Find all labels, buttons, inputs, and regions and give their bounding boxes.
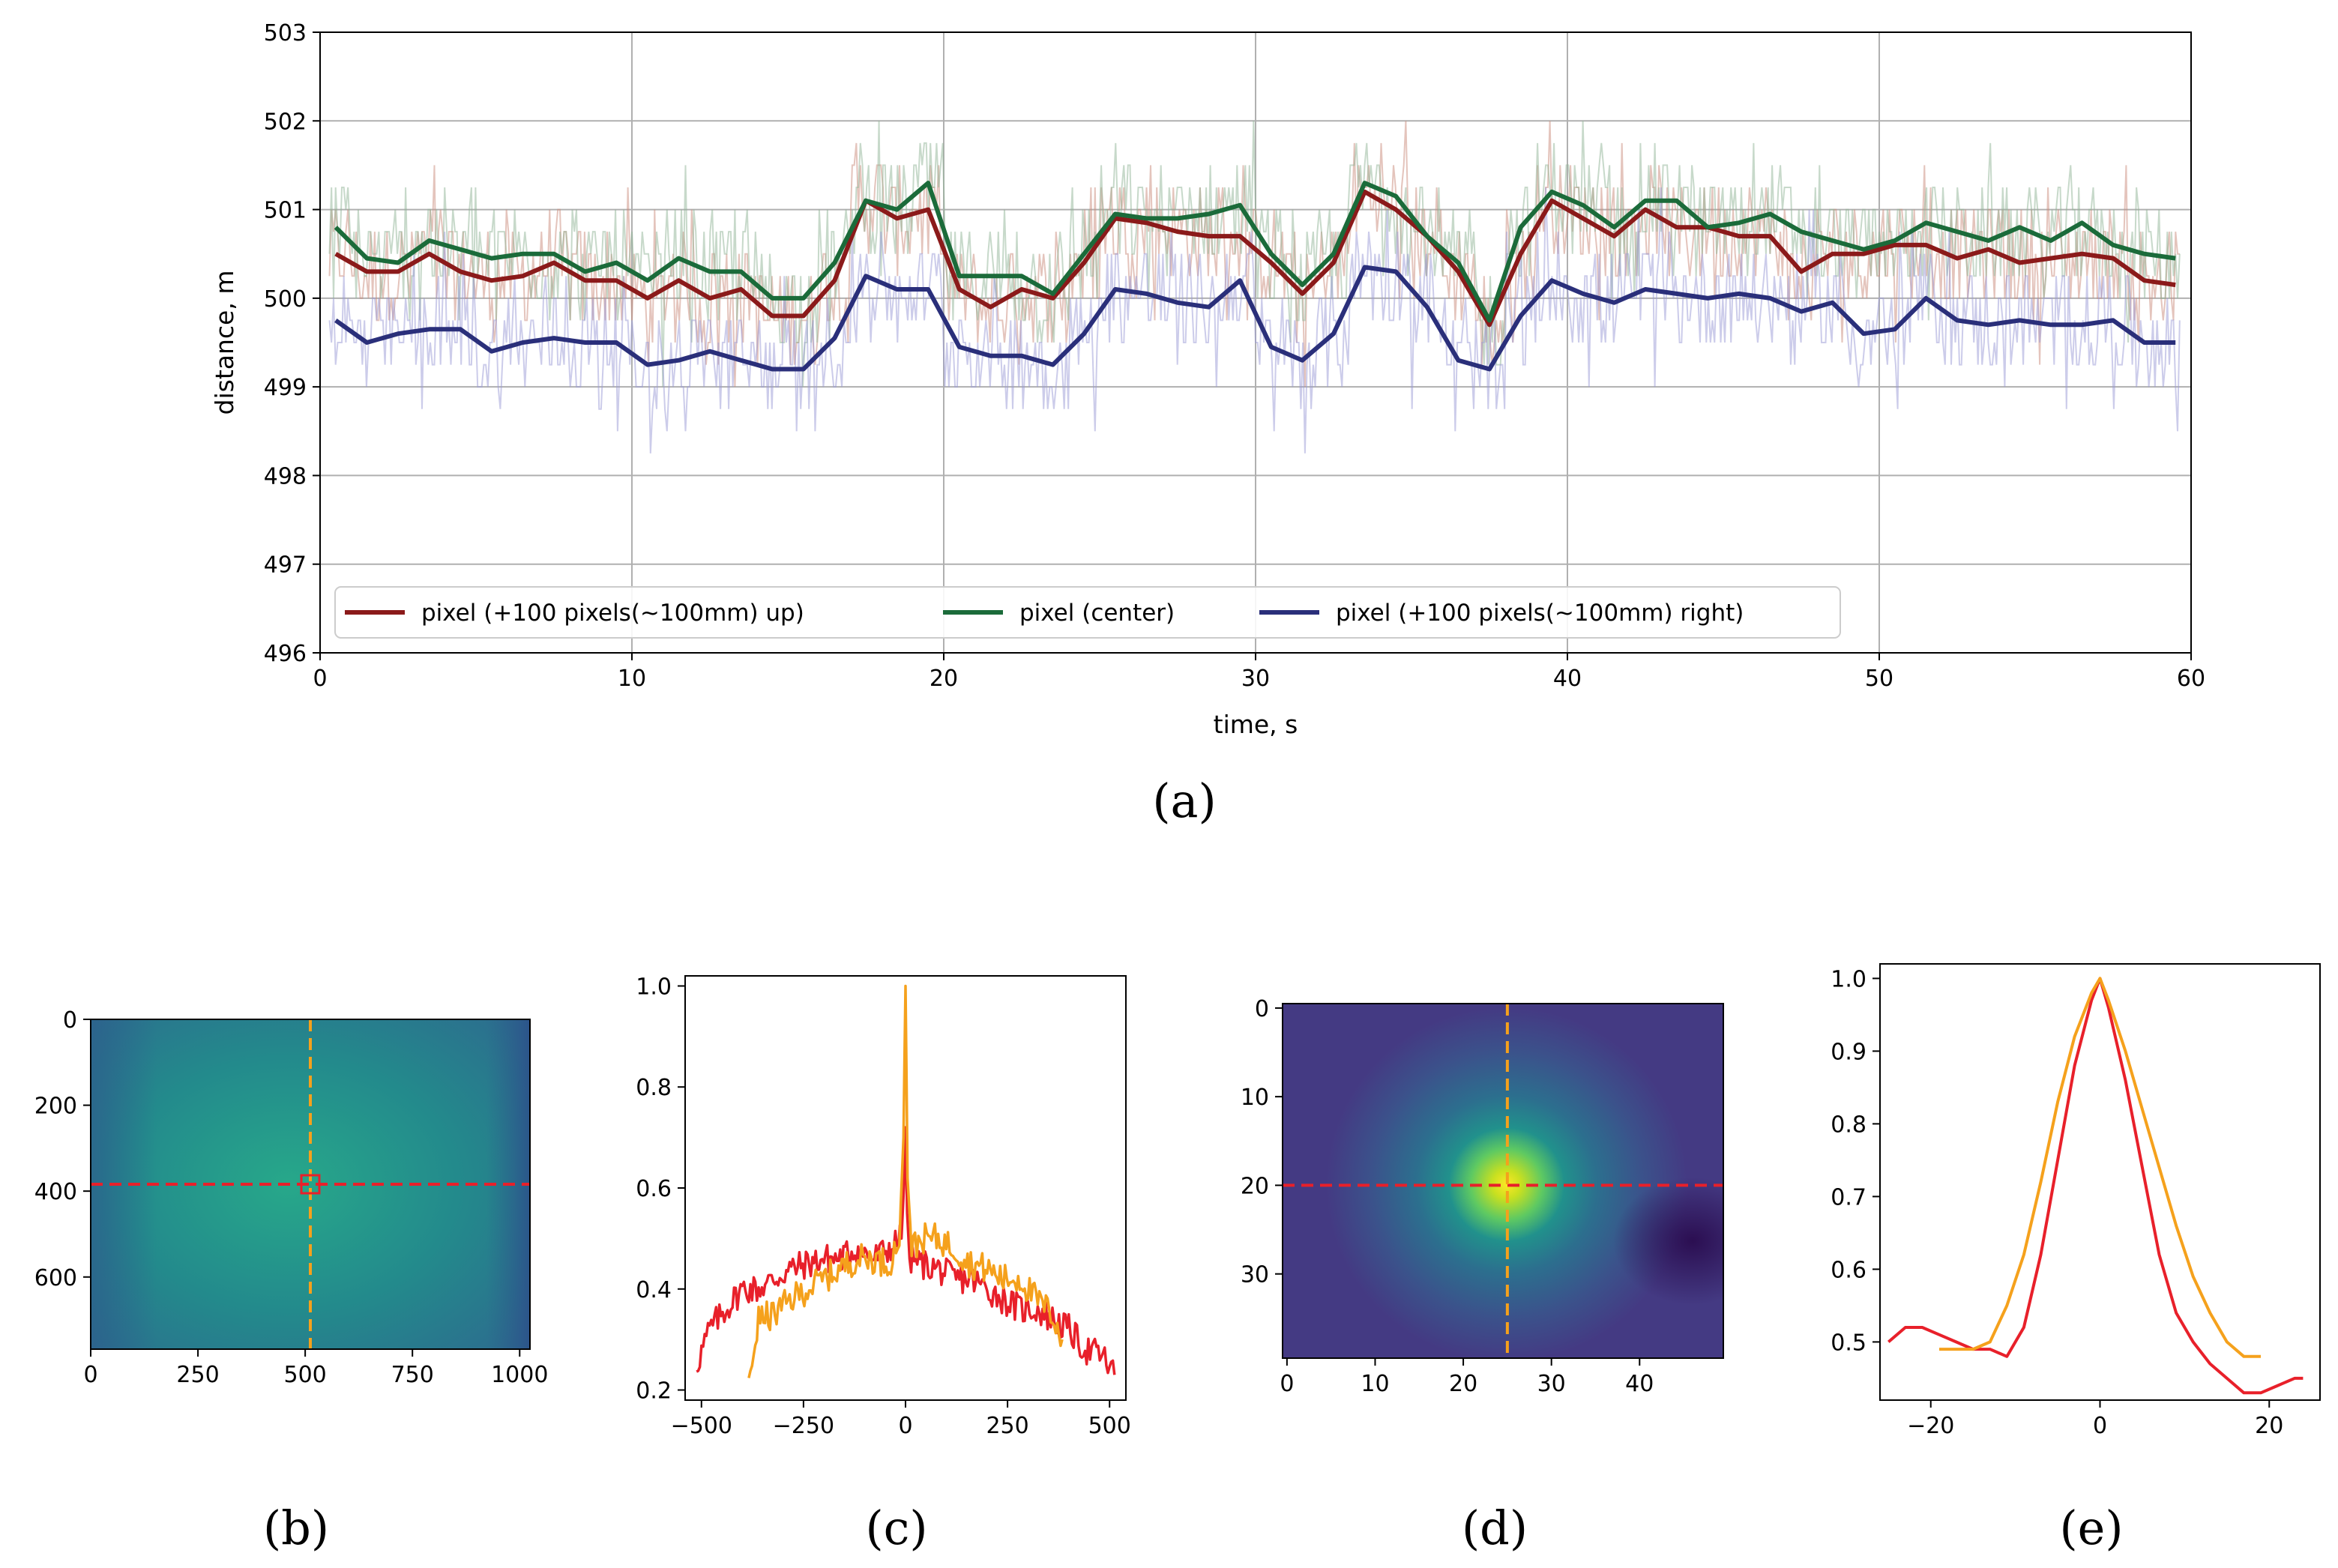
chart-e-ytick-label-4: 0.9 [1831, 1039, 1867, 1065]
chart-a-ytick-label-6: 502 [264, 109, 307, 135]
chart-c-xtick-label-1: −250 [773, 1413, 834, 1439]
chart-b-frame [90, 1019, 531, 1350]
chart-b-crosshair [91, 1019, 530, 1349]
chart-d-frame [1282, 1003, 1724, 1359]
chart-a-ytick-label-5: 501 [264, 198, 307, 224]
chart-a-legend: pixel (+100 pixels(~100mm) up) pixel (ce… [334, 586, 1841, 639]
chart-e-series [1887, 977, 2304, 1395]
chart-a-ticks: 0 10 20 30 40 50 60 496 497 498 499 500 501 502 503 [264, 20, 2205, 692]
chart-c-frame [684, 975, 1127, 1401]
chart-a-xtick-label-1: 10 [618, 666, 646, 692]
chart-c-xtick-label-0: −500 [671, 1413, 732, 1439]
chart-a-xtick-label-6: 60 [2177, 666, 2205, 692]
panel-label-a: (a) [1152, 774, 1216, 828]
legend-label-right: pixel (+100 pixels(~100mm) right) [1336, 600, 1744, 627]
chart-e-ytick-label-1: 0.6 [1831, 1257, 1867, 1283]
chart-b-roi-marker [300, 1174, 321, 1195]
chart-d-ytick-label-0: 0 [1255, 996, 1269, 1022]
chart-a-raw-noise [328, 121, 2181, 453]
chart-a: 0 10 20 30 40 50 60 496 497 498 499 500 501 502 503 ti… [210, 20, 2205, 828]
chart-e-ytick-label-5: 1.0 [1831, 966, 1867, 992]
chart-a-series [334, 181, 2176, 372]
chart-b-ytick-label-0: 0 [63, 1007, 77, 1034]
chart-a-ytick-label-2: 498 [264, 463, 307, 489]
chart-d-xtick-label-2: 20 [1449, 1371, 1477, 1397]
chart-a-series-line-0 [334, 189, 2176, 328]
chart-c-xtick-label-3: 250 [986, 1413, 1028, 1439]
chart-a-ylabel: distance, m [210, 271, 239, 415]
chart-e-xtick-label-1: 0 [2093, 1413, 2107, 1439]
chart-e-ytick-label-0: 0.5 [1831, 1330, 1867, 1356]
chart-a-ytick-label-0: 496 [264, 641, 307, 667]
chart-d-xtick-label-4: 40 [1625, 1371, 1654, 1397]
chart-d-xtick-label-3: 30 [1537, 1371, 1566, 1397]
chart-a-series-line-2 [334, 265, 2176, 372]
panel-label-c: (c) [865, 1501, 927, 1555]
chart-c-ytick-label-0: 0.2 [636, 1378, 672, 1405]
chart-e-frame [1879, 963, 2321, 1401]
chart-c-ytick-label-4: 1.0 [636, 974, 672, 1000]
chart-d-crosshair [1283, 1004, 1723, 1358]
chart-d-ytick-label-2: 20 [1241, 1173, 1269, 1199]
chart-b-ticks: 0 250 500 750 1000 0 200 400 600 [34, 1007, 549, 1388]
chart-c-ticks: −500 −250 0 250 500 0.2 0.4 0.6 0.8 1.0 [636, 974, 1131, 1439]
chart-a-xtick-label-5: 50 [1865, 666, 1893, 692]
chart-a-series-line-1 [334, 181, 2176, 323]
chart-d-xtick-label-1: 10 [1361, 1371, 1389, 1397]
chart-e: −20 0 20 0.5 0.6 0.7 0.8 0.9 1.0 (e) [1831, 963, 2321, 1555]
legend-label-up: pixel (+100 pixels(~100mm) up) [421, 600, 804, 627]
chart-d-image-shadow [1283, 1004, 1723, 1358]
chart-a-frame [319, 31, 2192, 654]
chart-b-xtick-label-0: 0 [83, 1362, 97, 1388]
chart-a-xtick-label-2: 20 [930, 666, 958, 692]
chart-b-ytick-label-3: 600 [34, 1265, 77, 1291]
chart-c-ytick-label-2: 0.6 [636, 1176, 672, 1202]
chart-a-ytick-label-7: 503 [264, 20, 307, 46]
chart-a-ytick-label-4: 500 [264, 286, 307, 313]
chart-b-xtick-label-4: 1000 [491, 1362, 548, 1388]
chart-c-xtick-label-2: 0 [898, 1413, 912, 1439]
chart-b-xtick-label-3: 750 [391, 1362, 434, 1388]
chart-c-ytick-label-3: 0.8 [636, 1075, 672, 1101]
chart-e-xtick-label-2: 20 [2255, 1413, 2283, 1439]
chart-d-ticks: 0 10 20 30 40 0 10 20 30 [1241, 996, 1654, 1397]
chart-e-series-line-1 [1939, 977, 2261, 1358]
legend-box [334, 586, 1841, 639]
chart-a-ytick-label-3: 499 [264, 375, 307, 401]
chart-e-ytick-label-2: 0.7 [1831, 1184, 1867, 1210]
chart-b-ytick-label-1: 200 [34, 1094, 77, 1120]
chart-b: 0 250 500 750 1000 0 200 400 600 (b) [34, 1007, 549, 1555]
panel-label-e: (e) [2059, 1501, 2123, 1555]
chart-e-xtick-label-0: −20 [1907, 1413, 1954, 1439]
chart-c-ytick-label-1: 0.4 [636, 1277, 672, 1303]
chart-c-series [696, 984, 1116, 1378]
legend-label-center: pixel (center) [1019, 600, 1175, 627]
chart-c: −500 −250 0 250 500 0.2 0.4 0.6 0.8 1.0 (c) [636, 974, 1131, 1555]
chart-c-xtick-label-4: 500 [1088, 1413, 1131, 1439]
chart-c-series-line-1 [747, 984, 1064, 1378]
chart-e-ytick-label-3: 0.8 [1831, 1112, 1867, 1138]
chart-a-ytick-label-1: 497 [264, 552, 307, 579]
chart-a-xtick-label-3: 30 [1241, 666, 1270, 692]
chart-b-ytick-label-2: 400 [34, 1179, 77, 1205]
chart-a-noise-1 [328, 121, 2181, 388]
chart-a-xtick-label-4: 40 [1553, 666, 1582, 692]
chart-c-series-line-0 [696, 1126, 1116, 1375]
chart-b-xtick-label-1: 250 [176, 1362, 219, 1388]
chart-a-xlabel: time, s [1214, 710, 1298, 739]
chart-e-background [1880, 964, 2320, 1400]
chart-b-xtick-label-2: 500 [284, 1362, 327, 1388]
chart-a-xtick-label-0: 0 [313, 666, 327, 692]
chart-d-ytick-label-1: 10 [1241, 1085, 1269, 1111]
chart-d-ytick-label-3: 30 [1241, 1262, 1269, 1288]
panel-label-b: (b) [263, 1501, 329, 1555]
panel-label-d: (d) [1462, 1501, 1528, 1555]
chart-d-xtick-label-0: 0 [1280, 1371, 1294, 1397]
chart-d: 0 10 20 30 40 0 10 20 30 (d) [1241, 996, 1724, 1555]
chart-e-ticks: −20 0 20 0.5 0.6 0.7 0.8 0.9 1.0 [1831, 966, 2283, 1439]
